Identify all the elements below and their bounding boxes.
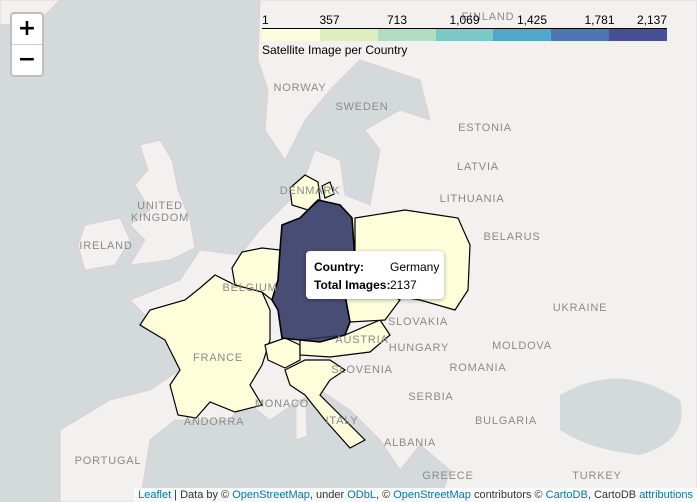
legend-tick-label: 1,781 <box>584 13 615 27</box>
map-label: SERBIA <box>408 391 453 403</box>
tooltip-images-label: Total Images: <box>314 278 391 292</box>
legend-swatch <box>609 29 668 41</box>
map-label: UNITED <box>137 200 183 212</box>
legend-tick-label: 1,425 <box>516 13 547 27</box>
map-label: PORTUGAL <box>75 455 142 467</box>
legend-tick-label: 713 <box>386 13 407 27</box>
map-label: SWEDEN <box>335 101 388 113</box>
zoom-out-button[interactable]: − <box>12 44 42 75</box>
map-label: BELARUS <box>484 231 541 243</box>
zoom-control: + − <box>10 12 44 77</box>
map-label: TURKEY <box>572 470 621 482</box>
legend-swatch <box>377 29 436 41</box>
map-label: HUNGARY <box>389 342 449 354</box>
tooltip-country-label: Country: <box>314 260 364 274</box>
legend-ticks: 1 357 713 1,069 1,425 1,781 2,137 <box>262 12 667 28</box>
map-label: LITHUANIA <box>440 193 505 205</box>
map-label: SLOVENIA <box>331 364 392 376</box>
map-label: UKRAINE <box>553 302 608 314</box>
legend-tick-label: 2,137 <box>636 13 667 27</box>
map-label: LATVIA <box>457 161 499 173</box>
map-label: NORWAY <box>274 82 327 94</box>
cartodb-link[interactable]: CartoDB <box>545 489 588 501</box>
map-label: DENMARK <box>280 185 341 197</box>
country-italy <box>284 359 366 449</box>
osm-contributors-link[interactable]: OpenStreetMap <box>393 489 471 501</box>
map-label: SLOVAKIA <box>388 316 448 328</box>
tooltip-images-value: 2137 <box>390 278 417 292</box>
map-label: IRELAND <box>79 240 132 252</box>
zoom-in-button[interactable]: + <box>17 16 37 41</box>
legend-tick-label: 1 <box>262 13 269 27</box>
map-label: FINLAND <box>462 11 515 23</box>
map-label: ITALY <box>326 415 359 427</box>
attribution-text: | Data by © <box>171 489 233 501</box>
map-label: AUSTRIA <box>335 334 388 346</box>
map-label: MOLDOVA <box>492 340 552 352</box>
map-label: FRANCE <box>193 352 243 364</box>
country-denmark-zealand <box>321 181 335 199</box>
legend-swatch <box>551 29 610 41</box>
attributions-link[interactable]: attributions <box>639 489 693 501</box>
attribution-text: , under <box>309 489 348 501</box>
attribution-text: contributors © <box>470 489 546 501</box>
map-label: KINGDOM <box>131 212 189 224</box>
country-tooltip: Country: Germany Total Images: 2137 <box>306 251 444 299</box>
legend-swatch <box>262 29 320 41</box>
attribution: Leaflet | Data by © OpenStreetMap, under… <box>134 488 697 502</box>
color-legend: 1 357 713 1,069 1,425 1,781 2,137 Satellite Im… <box>262 12 668 57</box>
attribution-text: , CartoDB <box>587 489 640 501</box>
map-label: BULGARIA <box>475 415 537 427</box>
map-label: ESTONIA <box>458 122 512 134</box>
legend-caption: Satellite Image per Country <box>262 43 408 57</box>
legend-swatch <box>319 29 378 41</box>
black-sea <box>560 378 682 455</box>
leaflet-link[interactable]: Leaflet <box>138 489 172 501</box>
attribution-text: , © <box>375 489 394 501</box>
legend-tick-label: 1,069 <box>449 13 480 27</box>
legend-color-bar <box>262 28 668 41</box>
map-label: BELGIUM <box>222 282 277 294</box>
legend-tick-label: 357 <box>319 13 340 27</box>
map-label: ROMANIA <box>450 362 507 374</box>
legend-swatch <box>435 29 494 41</box>
map-label: GREECE <box>422 470 473 482</box>
map-label: MONACO <box>255 398 309 410</box>
osm-link[interactable]: OpenStreetMap <box>232 489 310 501</box>
map-labels: NORWAY SWEDEN ESTONIA LATVIA LITHUANIA U… <box>75 11 621 482</box>
country-austria <box>299 319 391 358</box>
odbl-link[interactable]: ODbL <box>347 489 376 501</box>
legend-swatch <box>493 29 552 41</box>
map-label: ALBANIA <box>384 437 436 449</box>
map-label: ANDORRA <box>184 416 245 428</box>
tooltip-country-value: Germany <box>390 260 440 274</box>
